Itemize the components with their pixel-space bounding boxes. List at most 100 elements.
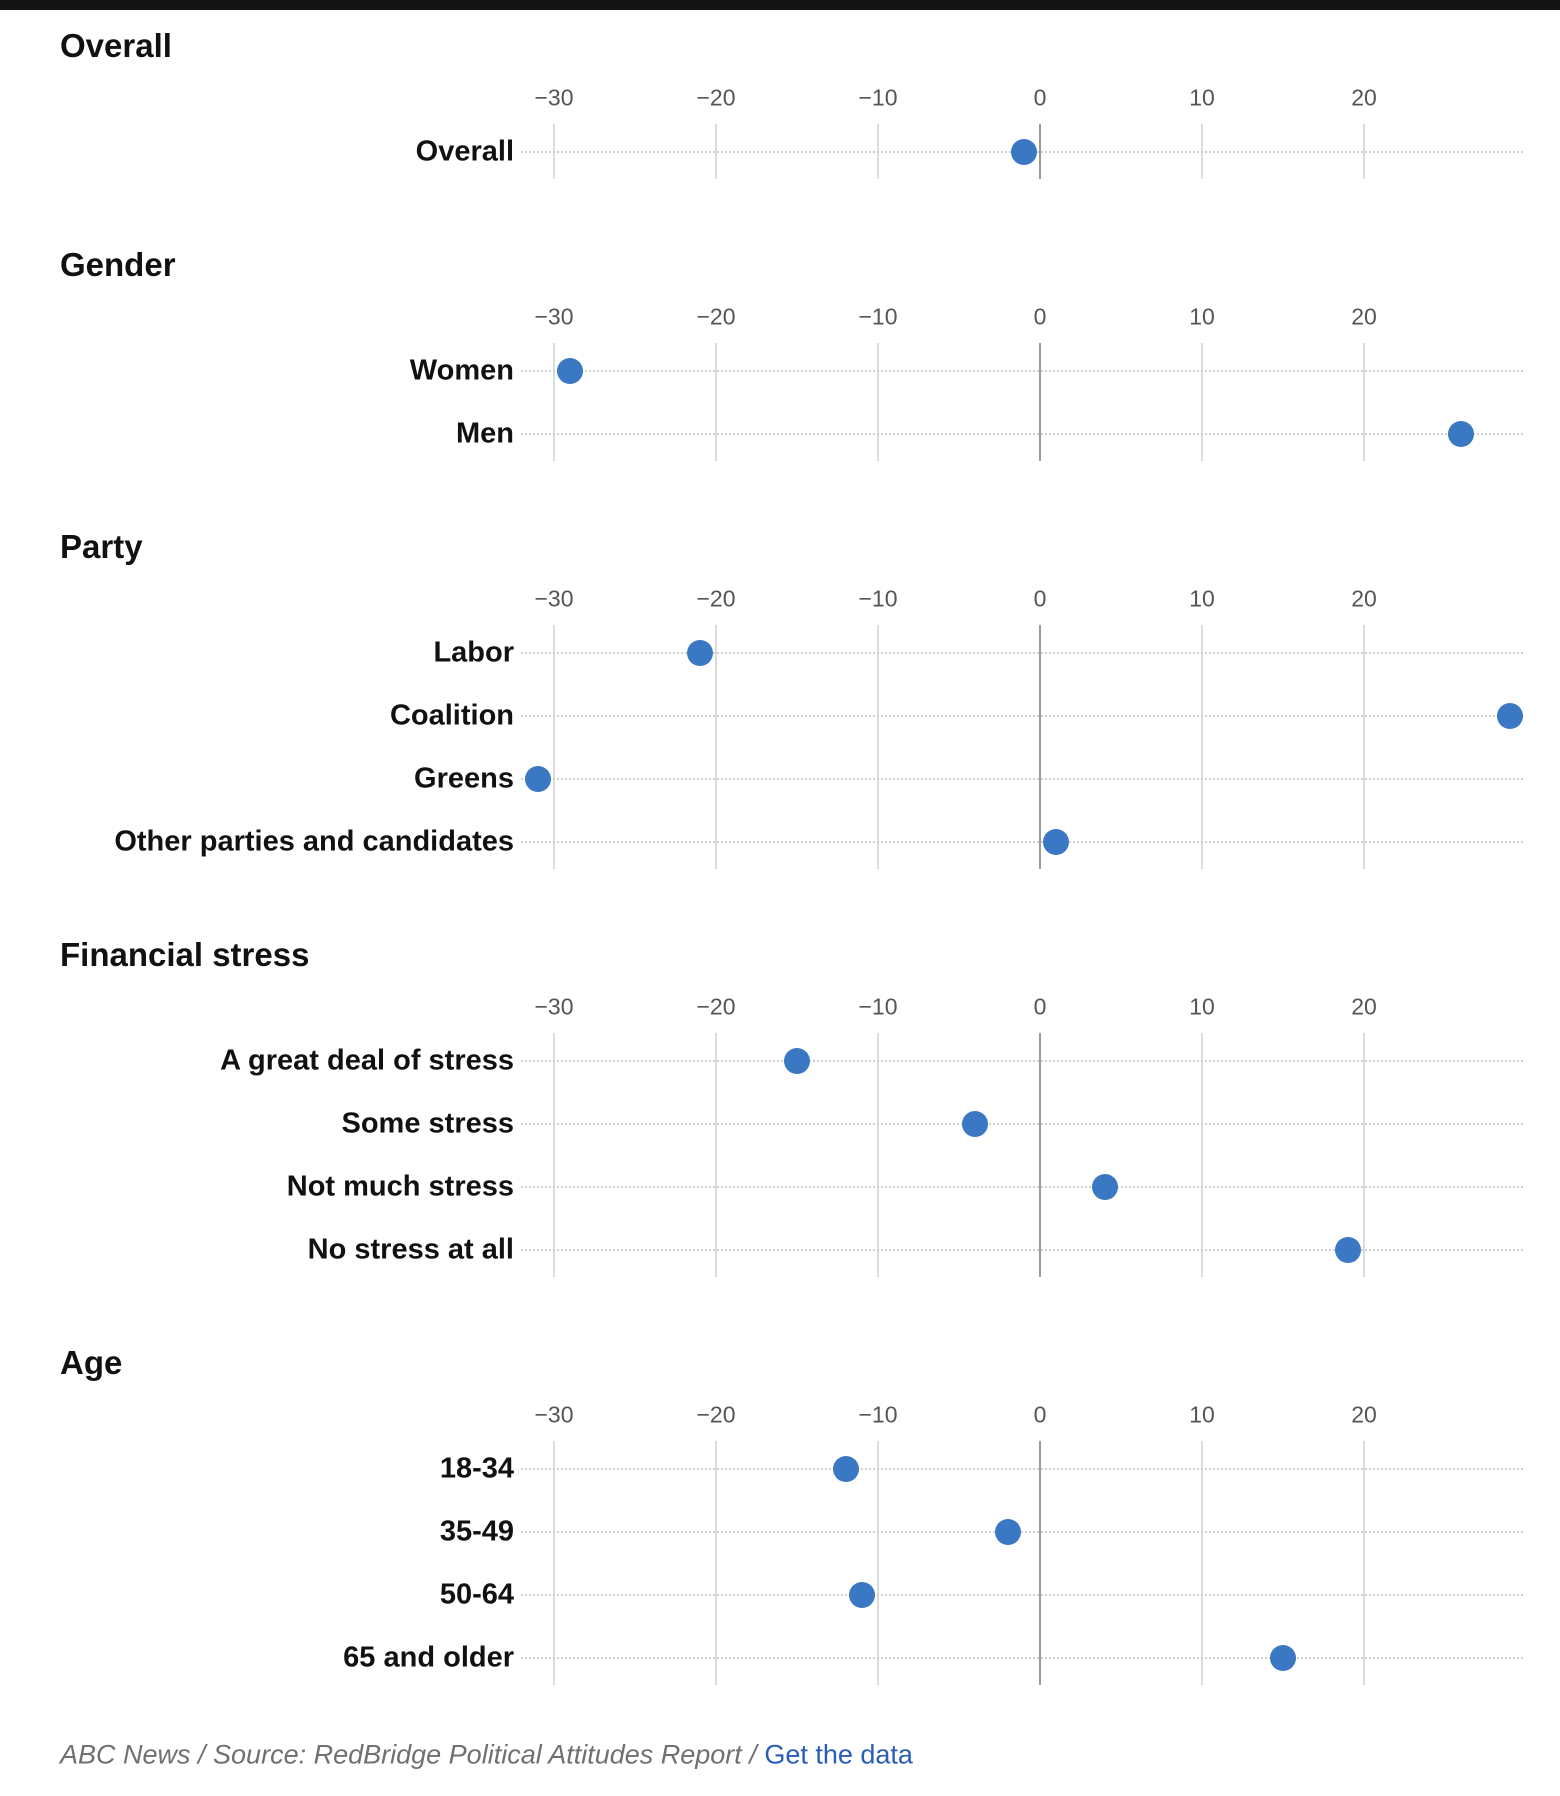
data-point [1448, 421, 1475, 447]
row-label: 18-34 [439, 1452, 514, 1485]
data-point [1496, 703, 1523, 729]
row-gridline [521, 433, 1523, 435]
row-label: Coalition [389, 699, 514, 732]
row-gridline [521, 1186, 1523, 1188]
data-point [962, 1111, 989, 1137]
tick-label: −30 [534, 993, 574, 1020]
tick-label: −10 [858, 585, 898, 612]
data-point [1010, 139, 1037, 165]
gridline [715, 1441, 717, 1685]
tick-label: −30 [534, 585, 574, 612]
row-gridline [521, 1594, 1523, 1596]
row-gridline [521, 1060, 1523, 1062]
tick-label: −10 [858, 1401, 898, 1428]
data-point [1043, 829, 1070, 855]
row-gridline [521, 715, 1523, 717]
tick-label: −10 [858, 303, 898, 330]
data-point [686, 640, 713, 666]
row-label: Overall [415, 135, 514, 168]
gridline [877, 1033, 879, 1277]
data-point [994, 1519, 1021, 1545]
row-label: Men [456, 417, 514, 450]
row-label: Labor [433, 636, 514, 669]
data-point [1270, 1645, 1296, 1671]
source-text: ABC News / Source: RedBridge Political A… [60, 1739, 765, 1770]
gridline [1363, 625, 1365, 869]
row-gridline [521, 652, 1523, 654]
tick-label: 10 [1189, 84, 1215, 111]
gridline [715, 1033, 717, 1277]
tick-label: 0 [1033, 84, 1047, 111]
tick-label: −20 [696, 993, 736, 1020]
section-title: Party [60, 528, 143, 565]
gridline [1201, 343, 1203, 461]
tick-label: 0 [1033, 585, 1047, 612]
get-the-data-link[interactable]: Get the data [764, 1739, 913, 1770]
zero-line [1039, 625, 1041, 869]
row-label: Not much stress [286, 1170, 514, 1203]
data-point [1334, 1237, 1361, 1263]
section-title: Financial stress [60, 936, 310, 973]
tick-label: 10 [1189, 1401, 1215, 1428]
top-bar [0, 0, 1560, 10]
data-point [1091, 1174, 1118, 1200]
tick-label: −30 [534, 1401, 574, 1428]
tick-label: 0 [1033, 303, 1047, 330]
gridline [1363, 1033, 1365, 1277]
row-label: 35-49 [439, 1515, 514, 1548]
gridline [715, 625, 717, 869]
row-label: Greens [414, 762, 514, 795]
data-point [784, 1048, 810, 1074]
row-label: Some stress [341, 1107, 515, 1140]
gridline [1201, 625, 1203, 869]
row-gridline [521, 370, 1523, 372]
tick-label: 0 [1033, 1401, 1047, 1428]
gridline [553, 1033, 555, 1277]
row-label: Other parties and candidates [114, 825, 514, 858]
tick-label: 10 [1189, 585, 1215, 612]
gridline [877, 343, 879, 461]
footer: ABC News / Source: RedBridge Political A… [60, 1740, 913, 1771]
gridline [1363, 343, 1365, 461]
tick-label: −20 [696, 84, 736, 111]
row-label: A great deal of stress [220, 1044, 514, 1077]
tick-label: −30 [534, 84, 574, 111]
section-title: Age [60, 1344, 123, 1381]
tick-label: 20 [1351, 1401, 1377, 1428]
tick-label: −20 [696, 585, 736, 612]
row-gridline [521, 841, 1523, 843]
gridline [553, 625, 555, 869]
row-gridline [521, 1531, 1523, 1533]
gridline [715, 343, 717, 461]
data-point [848, 1582, 875, 1608]
tick-label: −20 [696, 1401, 736, 1428]
gridline [1201, 1033, 1203, 1277]
zero-line [1039, 1033, 1041, 1277]
tick-label: 20 [1351, 585, 1377, 612]
row-gridline [521, 1123, 1523, 1125]
tick-label: 10 [1189, 303, 1215, 330]
row-gridline [521, 1657, 1523, 1659]
tick-label: 20 [1351, 84, 1377, 111]
gridline [553, 1441, 555, 1685]
row-gridline [521, 778, 1523, 780]
tick-label: −10 [858, 993, 898, 1020]
section-title: Gender [60, 246, 176, 283]
gridline [877, 1441, 879, 1685]
tick-label: −10 [858, 84, 898, 111]
gridline [553, 343, 555, 461]
row-gridline [521, 1249, 1523, 1251]
tick-label: 20 [1351, 993, 1377, 1020]
tick-label: −20 [696, 303, 736, 330]
row-gridline [521, 1468, 1523, 1470]
zero-line [1039, 1441, 1041, 1685]
tick-label: −30 [534, 303, 574, 330]
data-point [832, 1456, 859, 1482]
zero-line [1039, 343, 1041, 461]
tick-label: 10 [1189, 993, 1215, 1020]
row-label: No stress at all [307, 1233, 514, 1266]
row-label: Women [409, 354, 514, 387]
gridline [877, 625, 879, 869]
tick-label: 20 [1351, 303, 1377, 330]
